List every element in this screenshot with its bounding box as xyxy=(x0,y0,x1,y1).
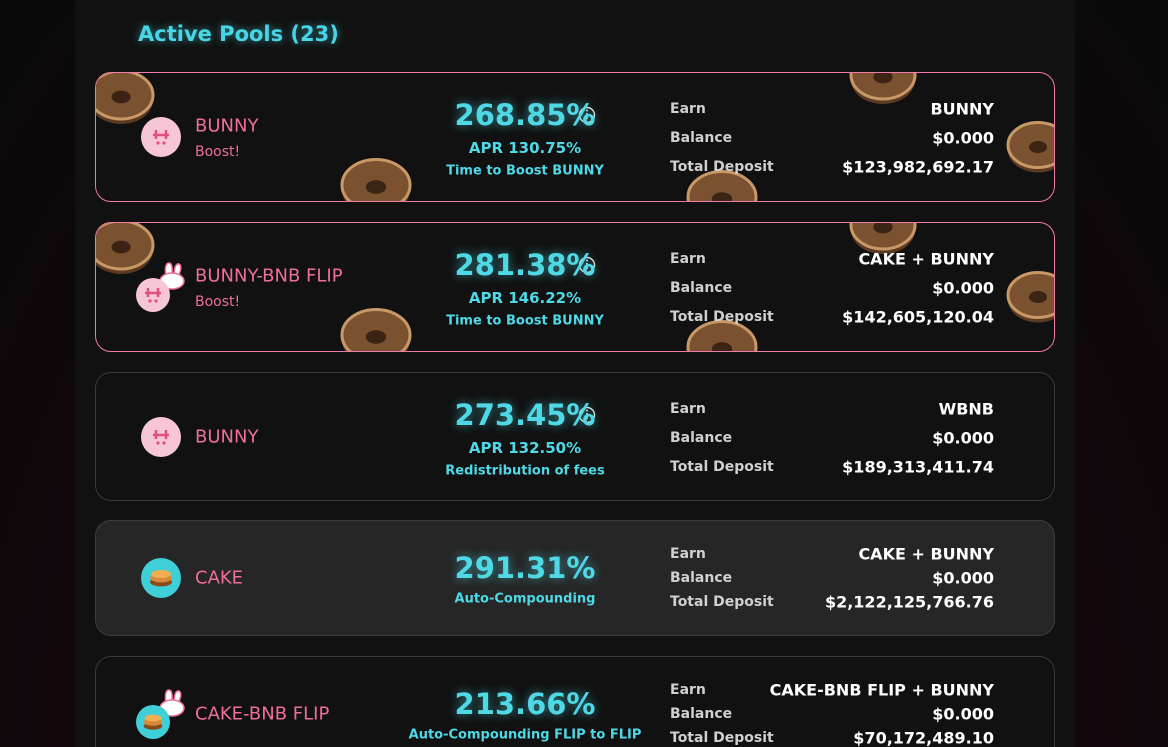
apr-value: APR 130.75% xyxy=(468,139,582,157)
pool-note: Auto-Compounding FLIP to FLIP xyxy=(408,727,642,743)
apy-value: 213.66% xyxy=(454,687,596,721)
apr-value: APR 132.50% xyxy=(468,439,582,457)
info-label: Balance xyxy=(670,706,733,722)
info-value: WBNB xyxy=(938,399,994,419)
pool-name: CAKE xyxy=(195,567,244,589)
apy-value: 273.45% xyxy=(454,398,596,432)
apy-value: 281.38% xyxy=(454,248,596,282)
info-label: Earn xyxy=(670,682,706,698)
section-title: Active Pools (23) xyxy=(138,22,339,46)
info-label: Balance xyxy=(670,430,733,446)
info-value: $2,122,125,766.76 xyxy=(824,592,994,612)
info-label: Balance xyxy=(670,280,733,296)
pool-name: BUNNY xyxy=(195,115,259,137)
apy-value: 268.85% xyxy=(454,98,596,132)
info-label: Balance xyxy=(670,570,733,586)
info-label: Total Deposit xyxy=(670,309,774,325)
info-label: Total Deposit xyxy=(670,159,774,175)
info-label: Total Deposit xyxy=(670,459,774,475)
apr-value: APR 146.22% xyxy=(468,289,582,307)
pool-note: Auto-Compounding xyxy=(454,591,596,607)
info-value: CAKE + BUNNY xyxy=(858,544,994,564)
pool-note: Redistribution of fees xyxy=(445,463,605,479)
pool-name: CAKE-BNB FLIP xyxy=(195,703,330,725)
info-value: $123,982,692.17 xyxy=(842,157,994,177)
info-value: $70,172,489.10 xyxy=(853,728,994,747)
info-label: Earn xyxy=(670,401,706,417)
pool-card[interactable]: BUNNY-BNB FLIP Boost! 281.38% APR 146.22% Ti… xyxy=(95,222,1055,352)
info-value: $0.000 xyxy=(932,568,994,588)
info-value: $0.000 xyxy=(932,704,994,724)
pool-graphics xyxy=(96,223,1054,351)
pool-note: Time to Boost BUNNY xyxy=(446,163,604,179)
info-label: Earn xyxy=(670,251,706,267)
info-value: $142,605,120.04 xyxy=(842,307,994,327)
info-value: $0.000 xyxy=(932,128,994,148)
info-value: $0.000 xyxy=(932,428,994,448)
info-label: Earn xyxy=(670,101,706,117)
pool-tag: Boost! xyxy=(195,144,241,160)
pool-name: BUNNY-BNB FLIP xyxy=(195,265,343,287)
pool-graphics xyxy=(96,73,1054,201)
pool-name: BUNNY xyxy=(195,426,259,448)
pool-card[interactable]: BUNNY Boost! 268.85% APR 130.75% Time to Boo… xyxy=(95,72,1055,202)
pool-graphics xyxy=(136,689,185,739)
info-value: $0.000 xyxy=(932,278,994,298)
info-value: CAKE + BUNNY xyxy=(858,249,994,269)
apy-value: 291.31% xyxy=(454,551,596,585)
pool-card[interactable]: CAKE 291.31% Auto-Compounding Earn CAKE + BU… xyxy=(95,520,1055,636)
info-value: $189,313,411.74 xyxy=(842,457,994,477)
pool-graphics xyxy=(141,558,181,598)
pool-tag: Boost! xyxy=(195,294,241,310)
info-label: Total Deposit xyxy=(670,730,774,746)
pool-note: Time to Boost BUNNY xyxy=(446,313,604,329)
pool-graphics xyxy=(141,406,596,457)
pool-card[interactable]: CAKE-BNB FLIP 213.66% Auto-Compounding FLI… xyxy=(95,656,1055,747)
info-value: CAKE-BNB FLIP + BUNNY xyxy=(769,680,994,700)
info-value: BUNNY xyxy=(930,99,994,119)
info-label: Earn xyxy=(670,546,706,562)
info-label: Total Deposit xyxy=(670,594,774,610)
pool-card[interactable]: BUNNY 273.45% APR 132.50% Redistribution of… xyxy=(95,372,1055,501)
info-label: Balance xyxy=(670,130,733,146)
